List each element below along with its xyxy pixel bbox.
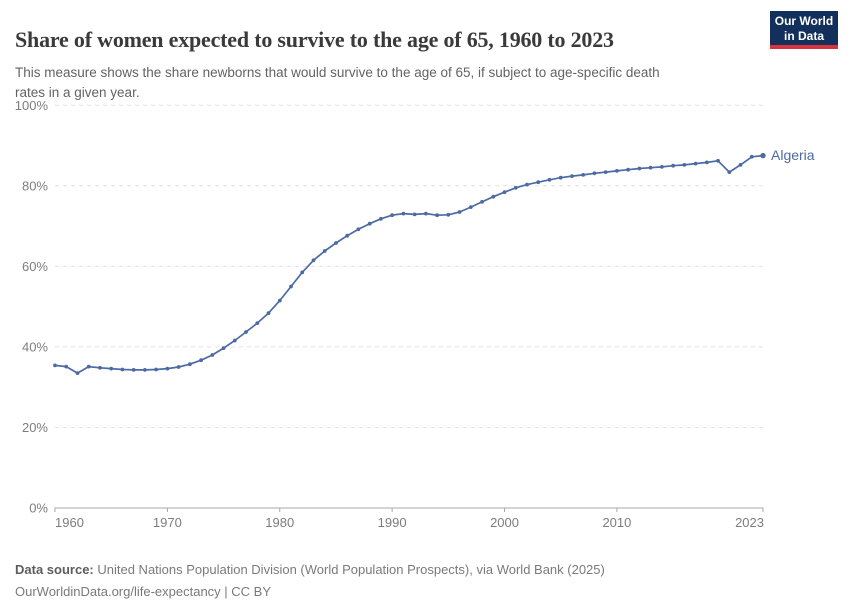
data-point[interactable] xyxy=(289,284,293,289)
data-point[interactable] xyxy=(334,241,338,245)
chart-title: Share of women expected to survive to th… xyxy=(15,26,614,52)
x-tick-label: 2023 xyxy=(735,515,764,530)
x-axis-line xyxy=(54,507,764,512)
data-point[interactable] xyxy=(637,166,642,171)
data-point[interactable] xyxy=(255,321,260,325)
data-point[interactable] xyxy=(311,258,316,263)
data-point[interactable] xyxy=(738,163,743,167)
y-tick-label: 20% xyxy=(22,420,48,435)
data-source-label: Data source: xyxy=(15,562,94,577)
y-tick-label: 100% xyxy=(15,98,49,113)
y-tick-label: 40% xyxy=(22,339,48,354)
data-point[interactable] xyxy=(648,165,653,170)
data-point[interactable] xyxy=(480,200,484,204)
chart-subtitle-line2: rates in a given year. xyxy=(15,84,140,100)
data-point[interactable] xyxy=(277,298,282,303)
series-line-algeria[interactable] xyxy=(54,154,764,374)
x-tick-label: 1990 xyxy=(378,515,407,530)
data-point[interactable] xyxy=(558,175,563,180)
data-point[interactable] xyxy=(390,213,394,218)
data-point[interactable] xyxy=(210,353,215,357)
data-point[interactable] xyxy=(446,212,451,217)
data-point[interactable] xyxy=(379,216,383,221)
chart-footer: Data source: United Nations Population D… xyxy=(15,559,815,600)
data-point[interactable] xyxy=(760,152,766,159)
data-point[interactable] xyxy=(581,173,586,177)
y-tick-label: 60% xyxy=(22,259,48,274)
data-point[interactable] xyxy=(592,171,597,176)
data-point[interactable] xyxy=(199,358,204,363)
data-point[interactable] xyxy=(266,311,271,315)
data-point[interactable] xyxy=(244,330,248,334)
data-point[interactable] xyxy=(98,365,102,370)
data-point[interactable] xyxy=(502,190,507,195)
y-tick-label: 0% xyxy=(29,501,48,516)
data-point[interactable] xyxy=(435,213,439,218)
owid-logo: Our World in Data xyxy=(770,11,838,49)
data-point[interactable] xyxy=(232,338,237,343)
data-point[interactable] xyxy=(615,169,619,173)
series-end-label: Algeria xyxy=(771,147,815,163)
data-point[interactable] xyxy=(547,177,552,182)
data-point[interactable] xyxy=(188,362,192,367)
data-point[interactable] xyxy=(727,170,732,174)
data-point[interactable] xyxy=(468,205,473,209)
data-point[interactable] xyxy=(64,364,69,369)
data-point[interactable] xyxy=(682,163,687,167)
data-point[interactable] xyxy=(704,160,709,165)
data-point[interactable] xyxy=(671,163,675,168)
footer-link[interactable]: OurWorldinData.org/life-expectancy | CC … xyxy=(15,584,272,599)
data-point[interactable] xyxy=(86,364,91,369)
data-point[interactable] xyxy=(536,180,541,185)
data-point[interactable] xyxy=(367,221,372,226)
data-point[interactable] xyxy=(401,211,406,216)
x-tick-label: 2000 xyxy=(490,515,519,530)
chart-subtitle-line1: This measure shows the share newborns th… xyxy=(15,64,660,80)
data-point[interactable] xyxy=(53,363,57,368)
data-point[interactable] xyxy=(749,154,754,159)
line-chart-canvas[interactable]: 0% 20% 40% 60% 80% 100% 1960 1970 1980 1990 2000 20… xyxy=(0,90,850,550)
owid-logo-line2: in Data xyxy=(783,29,824,43)
data-point[interactable] xyxy=(176,365,181,369)
data-point[interactable] xyxy=(660,165,664,169)
data-point[interactable] xyxy=(300,270,305,275)
data-point[interactable] xyxy=(693,161,698,166)
data-point[interactable] xyxy=(457,210,462,214)
data-point[interactable] xyxy=(513,185,518,190)
data-point[interactable] xyxy=(109,366,114,371)
data-point[interactable] xyxy=(120,367,125,372)
data-point[interactable] xyxy=(412,212,417,217)
x-tick-label: 1970 xyxy=(153,515,182,530)
data-point[interactable] xyxy=(221,346,226,350)
data-point[interactable] xyxy=(165,366,170,371)
data-point[interactable] xyxy=(356,227,361,232)
data-point[interactable] xyxy=(131,368,136,372)
data-point[interactable] xyxy=(154,367,159,372)
data-point[interactable] xyxy=(322,249,327,253)
owid-logo-line1: Our World xyxy=(774,14,834,28)
data-point[interactable] xyxy=(424,211,428,216)
x-tick-label: 1960 xyxy=(55,515,84,530)
data-point[interactable] xyxy=(525,182,529,187)
data-point[interactable] xyxy=(143,368,147,372)
data-source-text: United Nations Population Division (Worl… xyxy=(93,562,605,577)
data-point[interactable] xyxy=(491,194,496,199)
x-tick-label: 2010 xyxy=(602,515,631,530)
data-point[interactable] xyxy=(75,371,80,375)
data-point[interactable] xyxy=(626,167,630,172)
data-point[interactable] xyxy=(345,233,350,238)
data-point[interactable] xyxy=(570,174,574,178)
x-tick-label: 1980 xyxy=(265,515,294,530)
chart-subtitle: This measure shows the share newborns th… xyxy=(15,63,775,103)
data-point[interactable] xyxy=(603,170,608,174)
data-point[interactable] xyxy=(716,158,720,163)
y-tick-label: 80% xyxy=(22,178,48,193)
